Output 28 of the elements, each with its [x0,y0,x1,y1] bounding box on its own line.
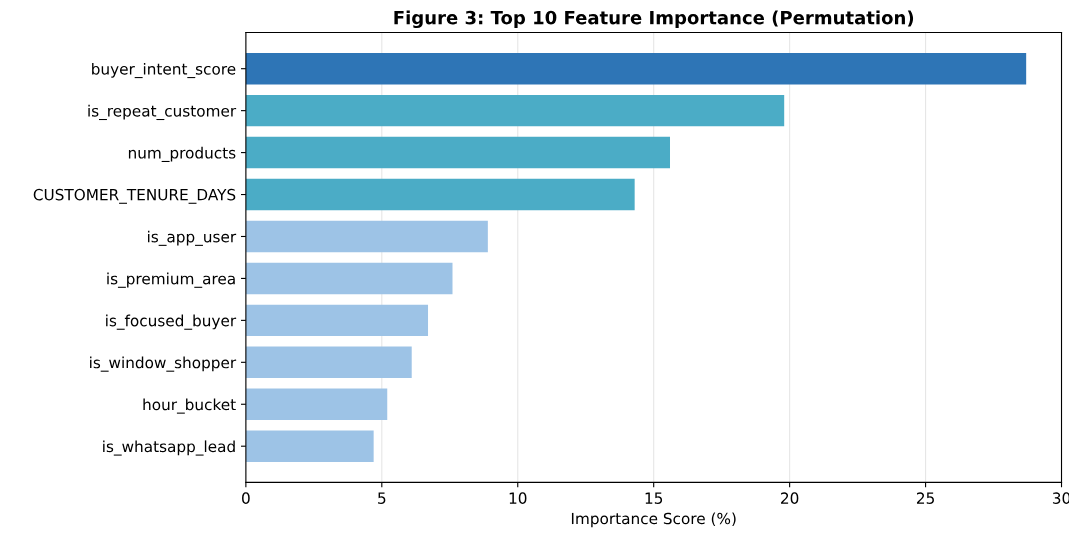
x-tick-label: 10 [509,492,527,504]
y-tick-label: is_window_shopper [90,356,237,372]
y-tick-label: is_focused_buyer [106,314,237,330]
bar [245,346,412,379]
y-tick-label: hour_bucket [143,398,236,414]
bar [245,262,453,295]
x-tick-label: 20 [781,492,799,504]
bar [245,136,671,169]
x-tick-label: 25 [916,492,934,504]
bar [245,94,785,127]
bar [245,178,635,211]
bar [245,52,1027,85]
y-tick-label: buyer_intent_score [92,62,236,79]
y-tick-label: is_repeat_customer [88,104,237,121]
y-tick-label: CUSTOMER_TENURE_DAYS [33,188,236,204]
x-tick-label: 5 [378,492,386,504]
y-tick-label: is_whatsapp_lead [103,440,235,456]
chart-title: Figure 3: Top 10 Feature Importance (Permutation) [394,10,914,29]
y-tick-label: num_products [128,146,236,162]
bar [245,430,374,462]
x-axis-title: Importance Score (%) [571,512,736,528]
x-tick-label: 0 [242,492,250,504]
x-tick-label: 15 [645,492,663,504]
bar [245,304,429,337]
y-tick-label: is_app_user [148,230,237,246]
bar [245,220,488,253]
bar [245,388,388,420]
y-tick-label: is_premium_area [107,272,235,288]
